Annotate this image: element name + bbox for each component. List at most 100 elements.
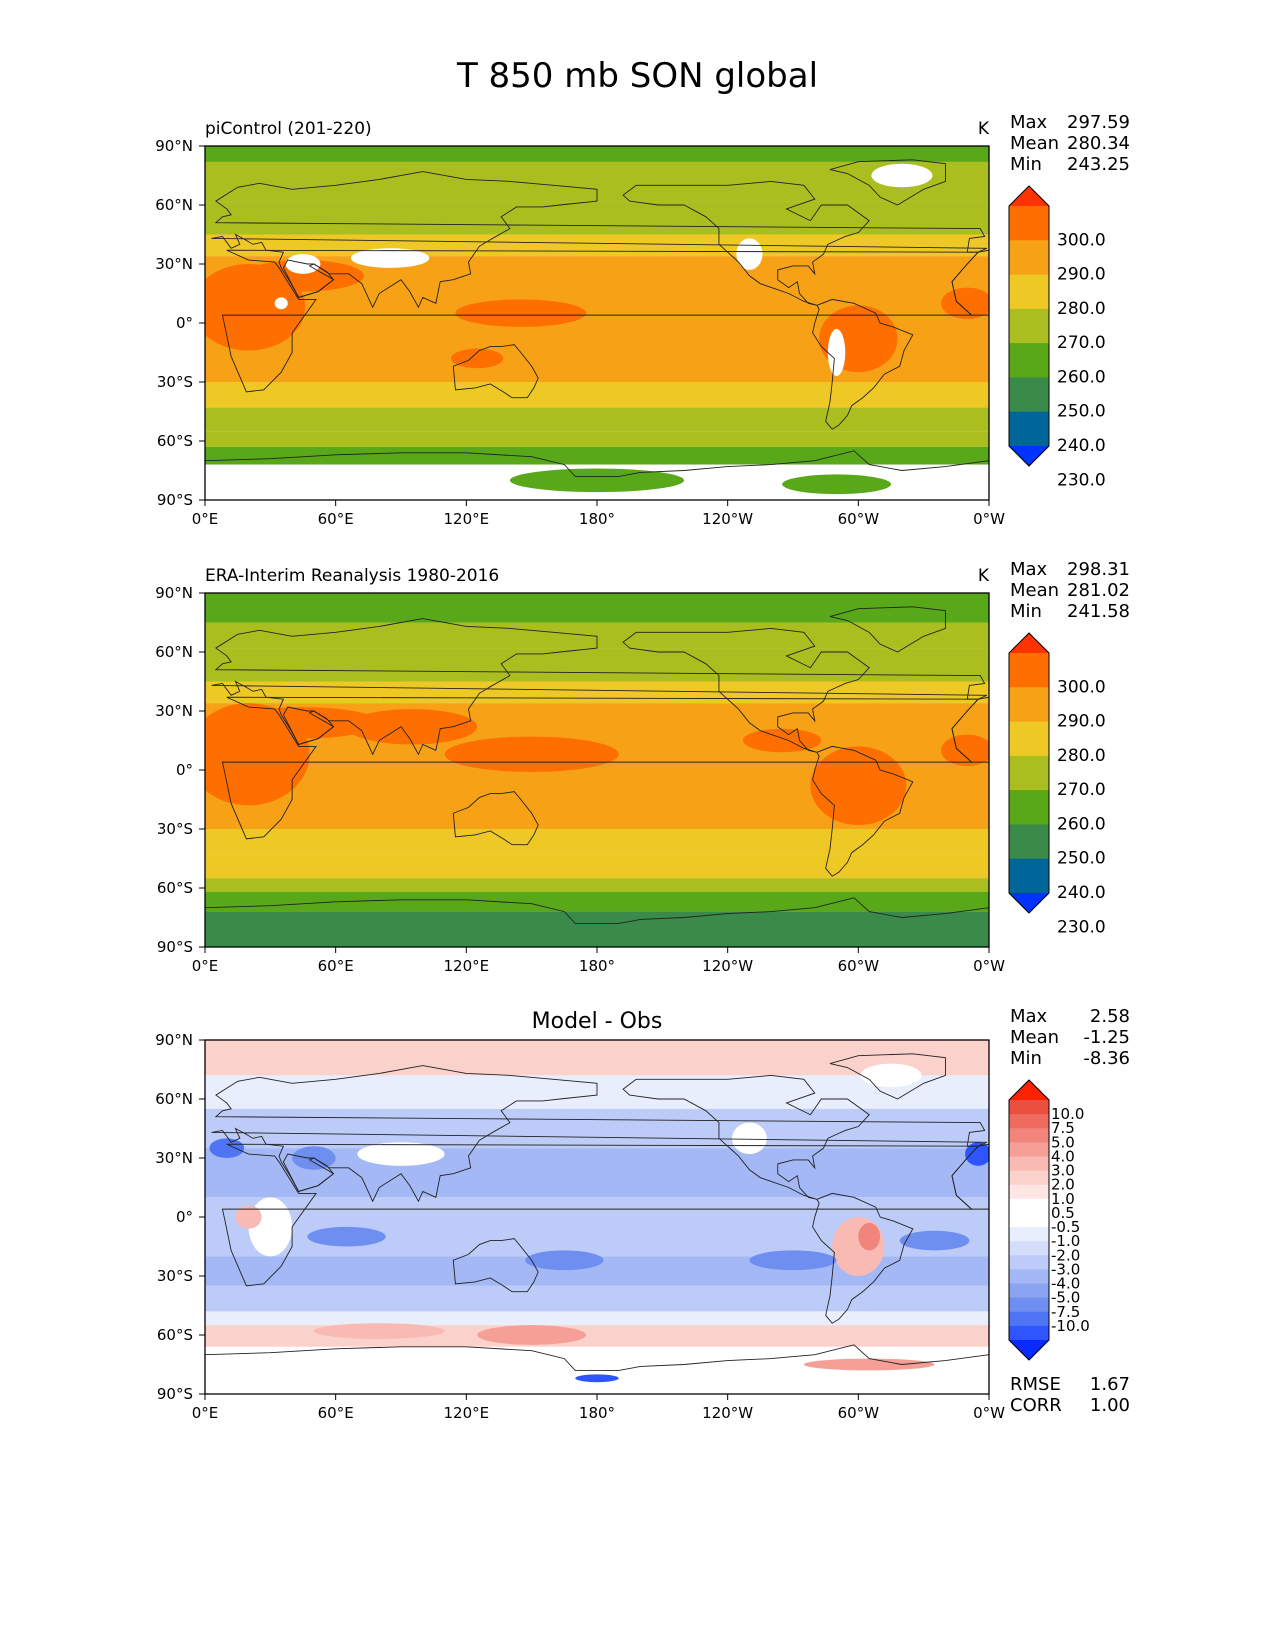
colorbar-segment [1009,1297,1049,1313]
lat-tick-label: 0° [176,761,193,779]
map-panel-2: 90°N 60°N 30°N 0° 30°S 60°S 90°S0°E 60°E 120°E 18… [155,559,1130,975]
stat-value: 297.59 [1067,112,1130,133]
lat-tick-label: 90°S [157,491,193,509]
lon-tick-label: 0°E [192,1404,219,1422]
colorbar-segment [1009,1269,1049,1285]
colorbar-segment [1009,1170,1049,1186]
coastline-africa [221,249,980,393]
temperature-band [205,407,989,432]
stat-value: 281.02 [1067,580,1130,601]
positive-anomaly [477,1325,587,1345]
temperature-band [205,681,989,704]
coastline-greenland [829,159,946,206]
colorbar-segment [1009,1128,1049,1143]
colorbar-label: 0.5 [1051,1204,1075,1222]
lon-tick-label: 60°E [318,957,354,975]
stats-box: Max 298.31 Mean 281.02 Min 241.58 [1010,559,1130,622]
colorbar-segment [1009,274,1049,310]
lon-tick-label: 60°W [838,1404,880,1422]
coastline-africa-wrap [951,696,989,763]
coastline-arabia [282,259,335,298]
lat-tick-label: 30°S [157,1267,193,1285]
lon-tick-label: 180° [579,1404,615,1422]
colorbar-segment [1009,240,1049,276]
coastline-nAmerica [622,1074,870,1200]
lat-tick-label: 30°N [155,702,193,720]
colorbar-outline [1008,632,1050,914]
colorbar-segment [1009,1114,1049,1129]
colorbar-extend-top [1009,1080,1049,1100]
colorbar-segment [1009,206,1049,241]
colorbar-label: 10.0 [1051,1105,1084,1123]
temperature-contour [509,468,685,493]
colorbar-segment [1009,377,1049,413]
lon-tick-label: 60°W [838,510,880,528]
coastline-sAmerica [812,745,914,877]
colorbar-label: 270.0 [1057,333,1106,353]
lat-tick-label: 60°N [155,1090,193,1108]
temperature-band [205,911,989,947]
colorbar-segment [1009,343,1049,378]
temperature-band [205,201,989,235]
lon-tick-label: 120°E [444,510,490,528]
colorbar-label: -5.0 [1051,1289,1080,1307]
coastlines [205,159,989,500]
stat-label: Mean [1010,1027,1059,1048]
coastline-greenland [829,606,946,653]
colorbar-extend-top [1009,186,1049,206]
colorbar-label: 300.0 [1057,230,1106,250]
stat-value: 2.58 [1090,1006,1130,1027]
stat-value: 243.25 [1067,154,1130,175]
colorbar-segment [1009,790,1049,825]
colorbar-segment [1009,1212,1049,1228]
temperature-band [205,1285,989,1312]
colorbar-segment [1009,1156,1049,1172]
warm-core-atlantic [941,287,989,320]
colorbar: 300.0 290.0 280.0 270.0 260.0 250.0 240.0 230.0 [1008,632,1106,937]
stat-label: Min [1010,1048,1042,1069]
warm-core-south-america [810,746,907,826]
metric-label: CORR [1010,1395,1062,1416]
below-surface-mask [871,163,933,188]
colorbar-extend-top [1009,633,1049,653]
coastline-australia [452,791,539,846]
coastline-arabia [282,1153,335,1192]
coastline-antarctica [205,1344,989,1394]
colorbar-label: -7.5 [1051,1303,1080,1321]
coastline-africa-wrap [951,249,989,316]
lat-tick-label: 90°N [155,584,193,602]
metric-label: RMSE [1010,1374,1061,1395]
warm-core-sahara [242,260,364,292]
coastline-africa [221,1143,980,1287]
warm-core-central-america [742,728,822,753]
colorbar-segment [1009,1255,1049,1270]
coastlines [205,1053,989,1394]
warm-core-australia [451,348,504,369]
warm-core-pacific [455,299,587,327]
positive-anomaly [858,1222,881,1251]
colorbar-segment [1009,1142,1049,1157]
stat-value: 241.58 [1067,601,1130,622]
colorbar-segment [1009,411,1049,447]
temperature-band [205,234,989,257]
temperature-band [205,648,989,682]
lat-tick-label: 60°N [155,643,193,661]
lat-tick-label: 60°N [155,196,193,214]
coastline-nAmerica [622,180,870,306]
colorbar-segment [1009,1241,1049,1256]
colorbar-segment [1009,687,1049,723]
colorbar-segment [1009,1283,1049,1299]
coastline-africa [221,696,980,840]
coastline-antarctica [205,897,989,947]
map-field [205,146,989,500]
colorbar: 300.0 290.0 280.0 270.0 260.0 250.0 240.0 230.0 [1008,185,1106,490]
negative-anomaly [899,1230,970,1251]
temperature-band [205,446,989,465]
below-surface-mask [736,238,763,270]
colorbar-label: 280.0 [1057,299,1106,319]
lat-tick-label: 90°S [157,938,193,956]
colorbar-label: 240.0 [1057,436,1106,456]
coastline-europeAsia [211,171,988,309]
temperature-band [205,829,989,855]
temperature-band [205,382,989,408]
